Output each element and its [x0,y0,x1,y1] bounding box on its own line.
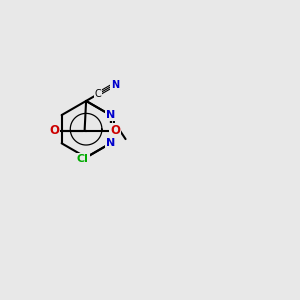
Text: Cl: Cl [77,154,89,164]
Text: N: N [106,138,115,148]
Text: O: O [110,124,120,137]
Text: C: C [95,89,102,99]
Text: N: N [106,110,115,120]
Text: N: N [111,80,119,90]
Text: O: O [49,124,59,137]
